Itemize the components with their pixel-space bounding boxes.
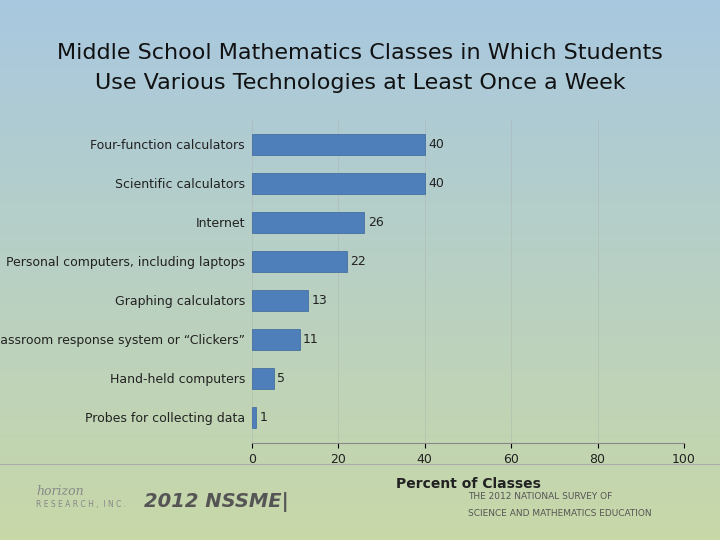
- Text: 40: 40: [428, 177, 444, 190]
- Text: 22: 22: [351, 255, 366, 268]
- Bar: [252, 133, 425, 155]
- Text: 2012 NSSME|: 2012 NSSME|: [143, 492, 289, 512]
- Text: Middle School Mathematics Classes in Which Students: Middle School Mathematics Classes in Whi…: [57, 43, 663, 63]
- Bar: [252, 173, 425, 194]
- Text: R E S E A R C H ,  I N C .: R E S E A R C H , I N C .: [36, 501, 126, 509]
- Text: Use Various Technologies at Least Once a Week: Use Various Technologies at Least Once a…: [95, 73, 625, 93]
- X-axis label: Percent of Classes: Percent of Classes: [395, 477, 541, 491]
- Bar: [252, 289, 308, 311]
- Bar: [252, 329, 300, 350]
- Text: 13: 13: [312, 294, 328, 307]
- Text: SCIENCE AND MATHEMATICS EDUCATION: SCIENCE AND MATHEMATICS EDUCATION: [468, 509, 652, 517]
- Bar: [252, 212, 364, 233]
- Text: THE 2012 NATIONAL SURVEY OF: THE 2012 NATIONAL SURVEY OF: [468, 492, 612, 501]
- Text: 26: 26: [368, 216, 384, 229]
- Text: 11: 11: [303, 333, 319, 346]
- Bar: [252, 407, 256, 428]
- Bar: [252, 368, 274, 389]
- Text: 40: 40: [428, 138, 444, 151]
- Bar: [252, 251, 347, 272]
- Text: 5: 5: [277, 372, 285, 385]
- Text: horizon: horizon: [36, 485, 84, 498]
- Text: 1: 1: [260, 411, 268, 424]
